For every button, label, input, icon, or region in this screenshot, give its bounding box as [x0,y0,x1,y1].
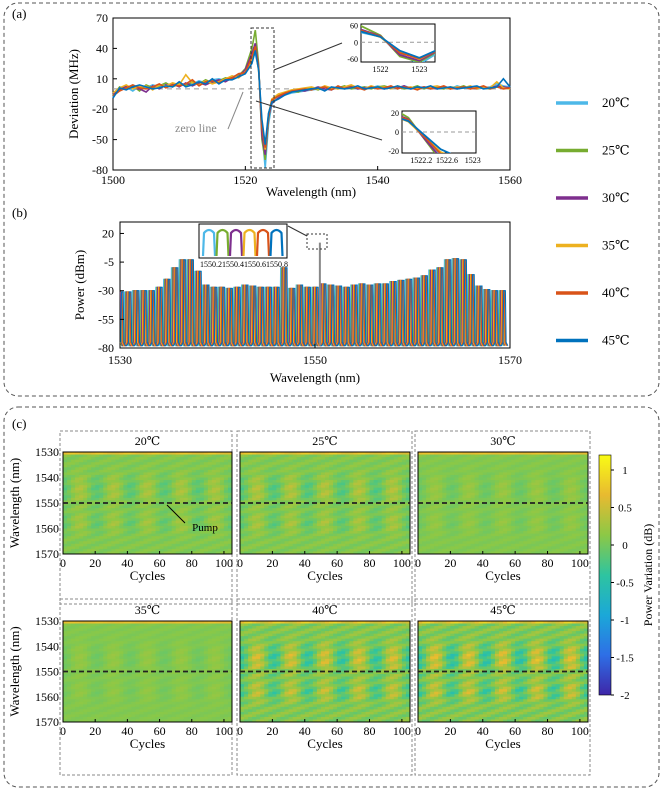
inset-ytick: -60 [347,55,358,64]
chart-b-ytick: -30 [98,284,114,298]
chart-b-ytick: -80 [98,341,114,355]
inset-xtick: 1522 [372,65,388,74]
heatmap-ytick: 1540 [35,471,59,485]
legend-label: 40℃ [602,285,630,300]
chart-a-ytick: -20 [92,102,108,116]
chart-a-xtick: 1540 [366,173,390,187]
inset-xtick: 1522.6 [436,156,458,165]
chart-b-ytick: 20 [102,226,114,240]
panel-label-a: (a) [12,6,26,21]
chart-b-xtick: 1530 [108,353,132,367]
inset-ytick: 0 [354,38,358,47]
inset-ytick: 60 [350,21,358,30]
heatmap-ytick: 1550 [35,496,59,510]
chart-b-ytick: -5 [104,255,114,269]
heatmap-title: 30℃ [490,434,515,448]
chart-a-ytick: -50 [92,133,108,147]
inset-ytick: 20 [391,109,399,118]
zero-line-pointer [228,92,243,129]
zero-line-annotation: zero line [175,121,217,135]
heatmap-xtick: 100 [393,556,411,570]
chart-b-ylabel: Power (dBm) [72,250,87,320]
chart-a-ytick: 40 [96,41,108,55]
heatmap-ytick: 1560 [35,522,59,536]
legend-label: 25℃ [602,143,630,158]
chart-b-xlabel: Wavelength (nm) [270,370,360,385]
panel-label-b: (b) [12,205,27,220]
chart-b-ytick: -55 [98,312,114,326]
inset-ytick: -20 [388,147,399,156]
legend-label: 35℃ [602,238,630,253]
heatmap-xlabel: Cycles [307,568,342,583]
inset-xtick: 1550.8 [266,260,288,269]
legend: 20℃ 25℃ 30℃ 35℃ 40℃ 45℃ [556,95,630,348]
heatmap-xtick: 80 [364,556,376,570]
chart-a-ytick: 10 [96,72,108,86]
heatmap-ytick: 1570 [35,547,59,561]
pump-label: Pump [192,522,218,534]
inset-xtick: 1523 [465,156,481,165]
chart-a-xlabel: Wavelength (nm) [266,184,356,199]
heatmap-ytick: 1530 [35,445,59,459]
heatmap-title: 20℃ [135,434,160,448]
chart-a-xtick: 1520 [233,173,257,187]
inset-xtick: 1550.6 [244,260,266,269]
heatmap-xtick: 100 [215,556,233,570]
panel-label-c: (c) [12,416,26,431]
chart-a-ylabel: Deviation (MHz) [66,49,81,139]
chart-a-callout-line-1 [274,43,342,70]
chart-b-callout-line [288,226,307,236]
legend-label: 20℃ [602,95,630,110]
heatmap-xtick: 0 [60,556,66,570]
chart-a-ytick: 70 [96,11,108,25]
legend-label: 45℃ [602,333,630,348]
inset-ytick: 0 [395,128,399,137]
chart-b-xtick: 1570 [498,353,522,367]
inset-xtick: 1523 [411,65,427,74]
chart-a-ytick: -80 [92,163,108,177]
heatmap-xtick: 80 [186,556,198,570]
heatmap-xtick: 20 [266,556,278,570]
inset-xtick: 1550.2 [200,260,222,269]
heatmap-ylabel: Wavelength (nm) [7,458,22,548]
chart-b-zoom-box [307,234,327,249]
chart-b-xtick: 1550 [303,353,327,367]
heatmap-xlabel: Cycles [130,568,165,583]
chart-a-xtick: 1560 [498,173,522,187]
legend-label: 30℃ [602,190,630,205]
heatmap-xtick: 0 [237,556,243,570]
heatmap-title: 25℃ [312,434,337,448]
chart-a-callout-line-2 [256,101,382,140]
chart-b-series [120,243,508,346]
inset-xtick: 1522.2 [410,156,432,165]
heatmap-xtick: 20 [89,556,101,570]
inset-xtick: 1550.4 [222,260,244,269]
